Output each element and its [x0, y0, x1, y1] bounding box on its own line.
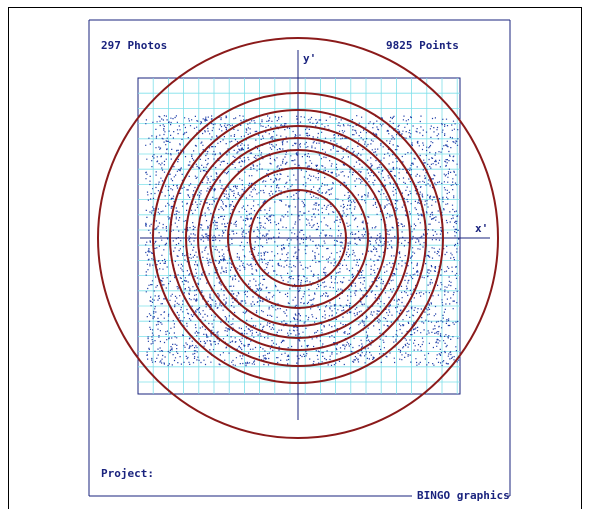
photos-count: 297 Photos: [101, 39, 168, 52]
circle-ring: [209, 149, 387, 327]
y-axis-label: y': [303, 52, 317, 65]
circle-ring: [185, 125, 411, 351]
grid-border: [137, 77, 461, 395]
circle-ring: [97, 37, 499, 439]
concentric-circles: [97, 37, 499, 439]
circle-ring: [249, 189, 347, 287]
circle-ring: [169, 109, 427, 367]
outer-frame: [8, 7, 582, 509]
x-axis-label: x': [475, 222, 489, 235]
project-label: Project:: [101, 467, 154, 480]
circle-ring: [197, 137, 399, 339]
circle-ring: [152, 92, 444, 384]
page-frame: [88, 19, 511, 497]
brand-label: BINGO graphics: [417, 489, 510, 502]
circle-ring: [227, 167, 369, 309]
points-count: 9825 Points: [386, 39, 459, 52]
